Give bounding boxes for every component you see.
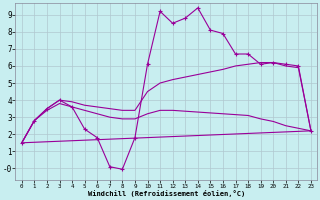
X-axis label: Windchill (Refroidissement éolien,°C): Windchill (Refroidissement éolien,°C) bbox=[88, 190, 245, 197]
